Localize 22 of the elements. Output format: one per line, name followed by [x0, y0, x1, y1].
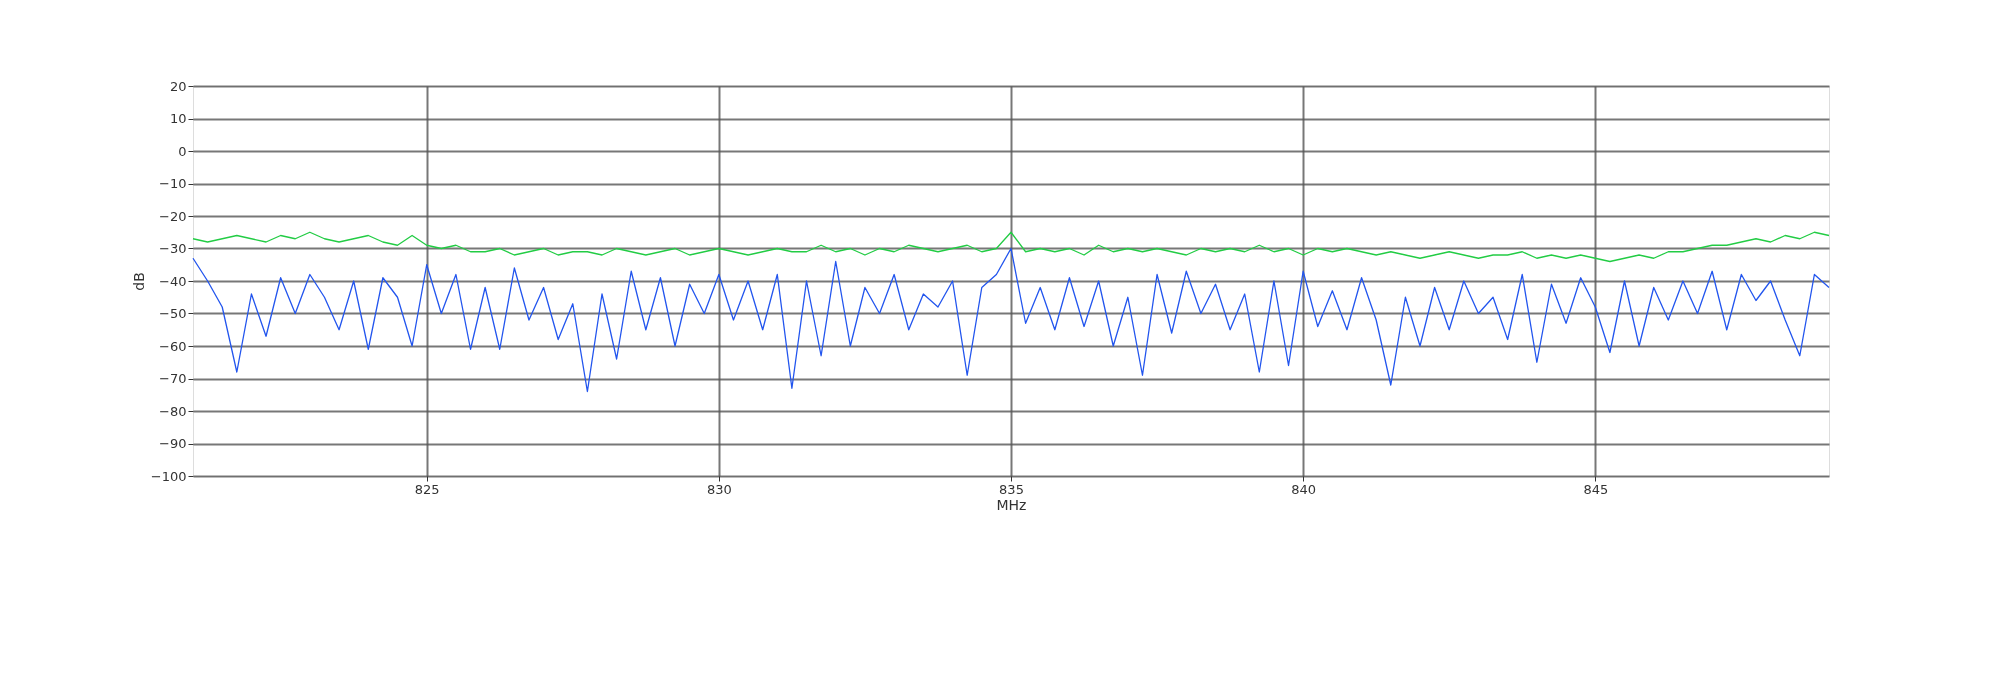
x-tick-label: 830 [706, 481, 732, 497]
line-series [192, 231, 1830, 263]
y-tick-label: −10 [159, 176, 187, 191]
y-tick-label: −80 [159, 403, 187, 419]
line-series [192, 247, 1830, 393]
y-tick-label: 0 [178, 143, 187, 159]
x-axis-title: MHz [996, 496, 1027, 513]
y-tick-label: −50 [159, 306, 187, 321]
x-tick-label: 835 [999, 481, 1024, 497]
y-tick-label: −90 [159, 436, 187, 451]
y-tick-label: −70 [159, 371, 187, 386]
y-tick-label: 20 [169, 78, 187, 94]
y-tick-label: −60 [159, 338, 187, 354]
y-tick-label: −20 [159, 208, 187, 224]
y-tick-label: −40 [159, 273, 187, 289]
x-tick-label: 825 [414, 481, 440, 497]
x-tick-label: 840 [1291, 481, 1317, 497]
y-tick-label: 10 [169, 111, 187, 126]
x-tick-label: 845 [1583, 481, 1609, 497]
y-axis-title: dB [130, 272, 147, 291]
y-tick-label: −30 [159, 241, 187, 256]
y-tick-label: −100 [150, 468, 187, 484]
